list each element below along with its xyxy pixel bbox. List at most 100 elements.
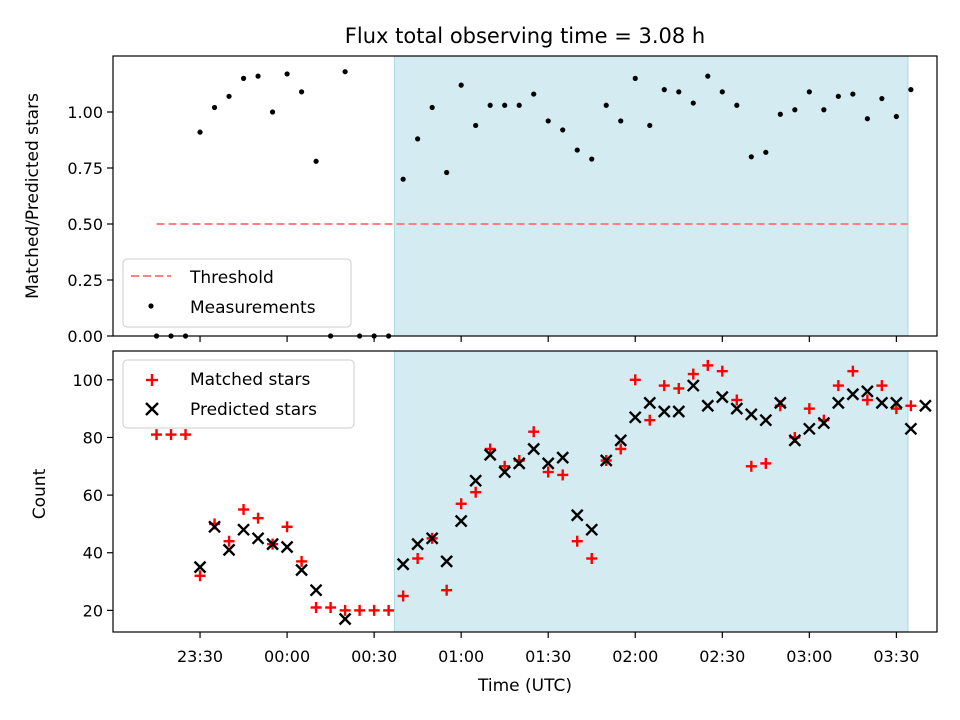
predicted-star-point	[832, 396, 845, 410]
measurement-point	[676, 89, 682, 95]
matched-star-point	[542, 466, 554, 478]
measurement-point	[603, 102, 609, 108]
predicted-star-point	[512, 457, 526, 470]
top-legend: Threshold Measurements	[122, 258, 352, 328]
x-tick-label: 02:00	[612, 647, 658, 666]
predicted-star-point	[425, 531, 439, 545]
predicted-star-point	[904, 422, 918, 436]
legend-measurements-label: Measurements	[190, 298, 316, 318]
bottom-legend-box	[122, 359, 355, 429]
top-x-ticks	[199, 336, 897, 342]
predicted-star-point	[802, 422, 816, 436]
matched-star-point	[731, 394, 743, 406]
predicted-star-point	[643, 396, 657, 410]
predicted-star-point	[469, 474, 483, 488]
legend-matched-label: Matched stars	[190, 370, 310, 390]
bottom-x-ticks: 23:30 00:00 00:30 01:00 01:30 02:00 02:30 03:00…	[177, 632, 919, 666]
measurement-point	[879, 95, 885, 102]
measurement-point	[589, 156, 595, 162]
predicted-star-point	[919, 399, 932, 413]
predicted-star-point	[672, 405, 686, 418]
matched-star-point	[354, 604, 366, 616]
matched-star-point	[223, 535, 235, 547]
matched-star-point	[557, 469, 569, 481]
predicted-star-point	[657, 405, 671, 418]
y-tick-label: 0.50	[67, 215, 103, 234]
measurement-point	[197, 129, 203, 135]
legend-predicted-label: Predicted stars	[190, 400, 317, 420]
y-tick-label: 80	[83, 428, 103, 447]
matched-star-point	[310, 602, 322, 614]
x-tick-label: 00:30	[351, 647, 397, 666]
bottom-axes-frame	[112, 350, 938, 633]
measurement-point	[763, 149, 769, 155]
measurement-point	[269, 109, 276, 115]
predicted-star-point	[614, 433, 628, 447]
predicted-star-point	[208, 520, 221, 534]
x-tick-label: 00:00	[264, 647, 310, 666]
matched-star-point	[441, 584, 453, 596]
measurement-point	[835, 93, 841, 99]
top-axes-frame	[112, 55, 938, 337]
matched-star-point	[702, 359, 714, 371]
measurement-point	[429, 104, 435, 111]
predicted-star-point	[599, 454, 613, 467]
predicted-star-point	[817, 416, 831, 430]
measurement-point	[821, 107, 827, 113]
measurement-point	[661, 87, 667, 93]
matched-star-point	[716, 365, 728, 377]
matched-star-point	[339, 604, 351, 616]
matched-star-point	[644, 414, 656, 426]
legend-threshold-label: Threshold	[189, 268, 274, 288]
predicted-star-point	[295, 563, 308, 577]
measurement-point	[545, 118, 551, 124]
matched-star-point	[890, 403, 902, 415]
measurement-point	[313, 158, 319, 164]
predicted-star-point	[861, 385, 874, 398]
top-marks	[153, 69, 914, 339]
predicted-star-point	[686, 379, 700, 392]
predicted-star-point	[498, 465, 512, 479]
matched-star-point	[383, 604, 395, 616]
matched-star-point	[484, 443, 496, 455]
matched-star-point	[615, 443, 627, 455]
bottom-y-axis-label: Count	[30, 468, 50, 519]
x-tick-label: 23:30	[177, 647, 223, 666]
predicted-star-point	[338, 612, 352, 626]
top-panel: 0.00 0.25 0.50 0.75 1.00 Matched/Predicted s…	[23, 55, 938, 346]
predicted-star-point	[251, 531, 265, 545]
matched-star-point	[194, 570, 206, 582]
measurement-point	[531, 91, 537, 97]
y-tick-label: 60	[83, 486, 103, 505]
measurement-point	[473, 122, 479, 129]
measurement-point	[342, 69, 348, 75]
matched-star-point	[455, 498, 467, 510]
measurement-point	[806, 89, 812, 95]
measurement-point	[748, 154, 754, 160]
predicted-star-point	[730, 402, 744, 415]
matched-star-point	[905, 400, 917, 412]
x-tick-label: 02:30	[699, 647, 745, 666]
matched-star-point	[499, 460, 511, 472]
bottom-panel: 20 40 60 80 100 23:30 00:00 00:30 01:00 01:30 02:…	[30, 350, 938, 696]
chart-title: Flux total observing time = 3.08 h	[345, 24, 705, 48]
predicted-star-point	[846, 387, 860, 401]
predicted-star-point	[773, 396, 787, 410]
predicted-star-point	[715, 390, 729, 404]
predicted-star-point	[744, 408, 758, 421]
predicted-star-point	[628, 410, 642, 424]
legend-measurements-swatch	[148, 303, 154, 309]
matched-star-point	[412, 553, 424, 565]
matched-star-point	[252, 512, 264, 524]
measurement-point	[618, 118, 624, 124]
y-tick-label: 0.00	[67, 327, 103, 346]
predicted-star-point	[788, 433, 802, 447]
matched-star-point	[629, 374, 641, 386]
measurement-point	[284, 71, 290, 77]
predicted-star-point	[483, 448, 497, 462]
y-tick-label: 40	[83, 544, 103, 563]
predicted-star-point	[759, 413, 773, 427]
matched-star-point	[325, 602, 337, 614]
measurement-point	[487, 102, 493, 108]
